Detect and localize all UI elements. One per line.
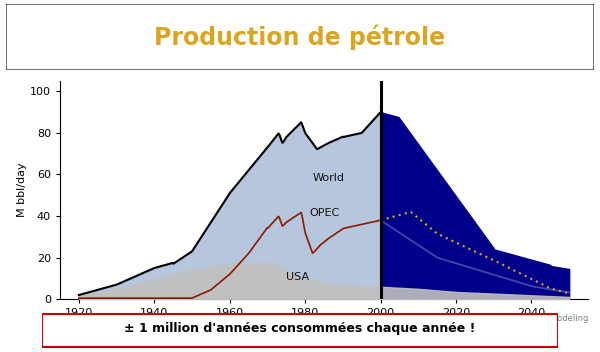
Text: USA: USA [286, 272, 310, 283]
FancyBboxPatch shape [6, 4, 594, 70]
Text: World: World [313, 173, 344, 183]
Text: ± 1 million d'années consommées chaque année !: ± 1 million d'années consommées chaque a… [124, 322, 476, 335]
FancyBboxPatch shape [42, 314, 558, 346]
Text: © World Energy Modeling: © World Energy Modeling [479, 314, 588, 323]
Text: OPEC: OPEC [309, 208, 339, 218]
Text: Production de pétrole: Production de pétrole [154, 24, 446, 50]
Y-axis label: M bbl/day: M bbl/day [17, 163, 27, 218]
